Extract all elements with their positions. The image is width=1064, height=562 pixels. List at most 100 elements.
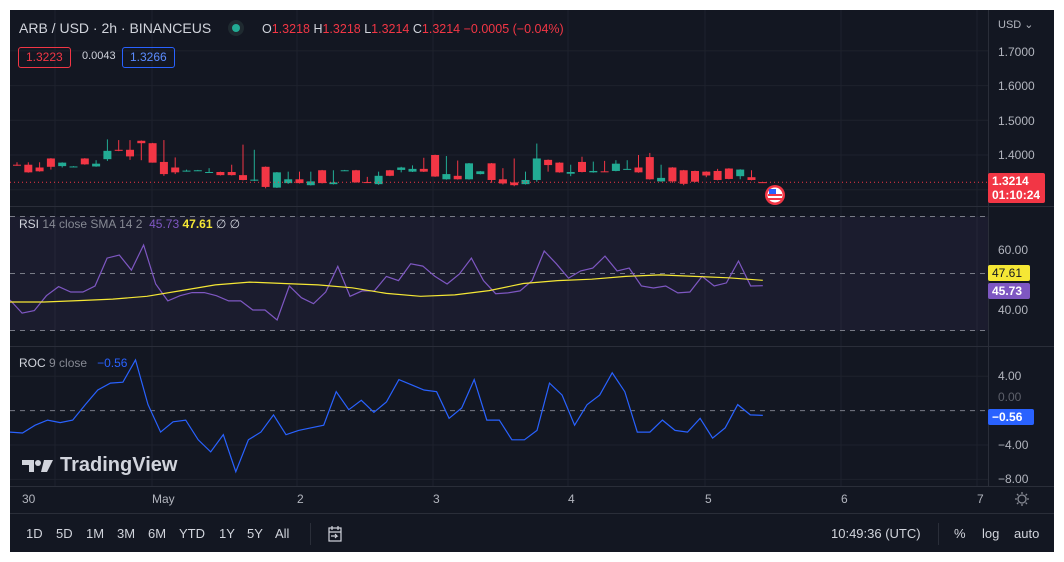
candle-body [171,167,180,173]
candle [555,162,564,173]
candle-body [442,174,451,180]
roc-value-tag: −0.56 [988,409,1034,425]
candle-body [724,168,733,179]
candle-body [611,163,620,171]
candle [318,169,327,184]
candle-body [702,171,711,176]
spread-value: 0.0043 [82,50,116,62]
go-to-date-icon[interactable] [327,525,343,543]
candle [80,158,89,165]
range-all[interactable]: All [275,526,290,541]
candle-body [419,168,428,172]
price-tick: 1.5000 [998,114,1035,128]
rsi-name: RSI [19,217,40,231]
symbol-title[interactable]: ARB / USD · 2h · BINANCEUS [19,20,212,36]
rsi-legend[interactable]: RSI 14 close SMA 14 2 45.73 47.61 ∅ ∅ [19,217,240,231]
currency-dropdown[interactable]: USD ⌄ [998,19,1034,31]
clock-timezone[interactable]: 10:49:36 (UTC) [831,526,921,541]
candle-body [193,170,202,172]
rsi-value: 45.73 [149,217,180,231]
candle-body [239,175,247,180]
candle [724,168,733,180]
candle [58,162,67,168]
roc-legend[interactable]: ROC 9 close −0.56 [19,356,127,370]
candle [114,140,123,152]
range-5y[interactable]: 5Y [247,526,263,541]
range-1y[interactable]: 1Y [219,526,235,541]
candle [736,169,745,180]
candle [239,144,247,181]
candle [159,140,168,176]
buy-price-button[interactable]: 1.3266 [122,47,175,68]
price-tick: 1.7000 [998,45,1035,59]
candle-body [544,159,553,166]
rsi-sma-line [10,274,763,303]
candle [442,156,451,180]
low-value: 1.3214 [371,22,410,36]
candle-body [431,155,440,177]
candle-body [329,182,338,185]
roc-name: ROC [19,356,46,370]
candle-body [532,158,541,180]
candle-body [114,149,123,151]
candle [272,172,281,188]
candle [69,166,78,168]
candle-body [634,167,643,173]
settings-gear-icon[interactable] [1014,491,1030,507]
candle [148,142,157,163]
candle [329,170,338,185]
sell-price-button[interactable]: 1.3223 [18,47,71,68]
candle-body [58,162,67,167]
low-label: L [364,22,372,36]
us-flag-icon[interactable] [764,184,786,206]
candle-body [159,161,168,175]
candle-body [566,172,575,174]
candle-body [600,171,609,173]
candle [408,165,417,173]
range-3m[interactable]: 3M [117,526,136,541]
range-5d[interactable]: 5D [56,526,73,541]
candle [487,162,496,183]
candle-body [385,170,394,176]
candle-body [318,170,327,184]
market-open-status-icon [228,20,244,36]
candle [205,168,214,174]
candle-body [747,177,756,180]
candle-body [250,179,259,181]
range-1m[interactable]: 1M [86,526,105,541]
candle [668,167,677,183]
candle [747,170,756,181]
time-tick: 3 [433,492,440,506]
chart-canvas[interactable] [10,10,1054,552]
candle-body [126,149,134,157]
candle-body [13,164,21,166]
rsi-pane [10,216,988,331]
time-tick: 6 [841,492,848,506]
time-tick: 2 [297,492,304,506]
candle-body [80,158,89,165]
divider [310,523,311,545]
range-6m[interactable]: 6M [148,526,167,541]
candle [611,160,620,172]
candle-body [92,163,101,167]
rsi-tick: 60.00 [998,243,1029,257]
rsi-sma-value: 47.61 [182,217,213,231]
candle-body [713,170,722,180]
candle [476,170,485,175]
candle [589,161,598,173]
open-label: O [262,22,272,36]
range-1d[interactable]: 1D [26,526,43,541]
roc-tick: 0.00 [998,390,1022,404]
candle [284,171,293,184]
auto-toggle[interactable]: auto [1014,526,1040,541]
range-ytd[interactable]: YTD [179,526,205,541]
candle [193,169,202,172]
roc-line [10,358,763,474]
candle [261,166,270,189]
percent-toggle[interactable]: % [954,526,966,541]
candle [679,169,688,186]
candle [600,160,609,173]
candle-body [205,172,214,174]
candle [532,143,541,182]
log-toggle[interactable]: log [982,526,1000,541]
